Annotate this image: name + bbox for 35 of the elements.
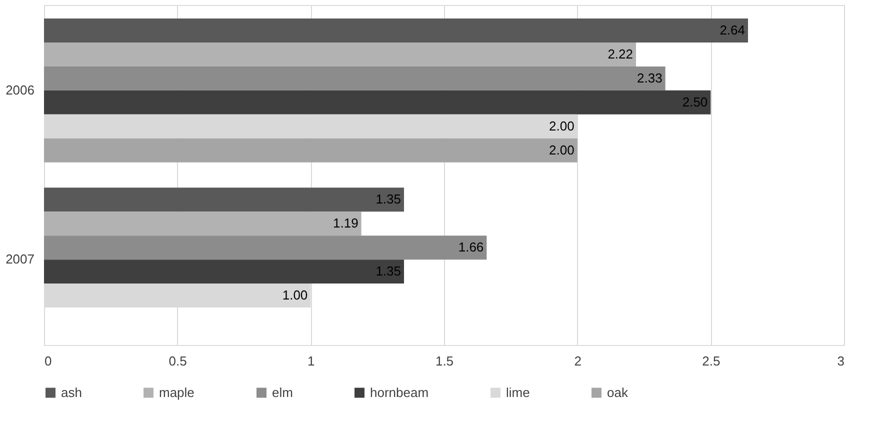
x-tick-label: 0 (44, 354, 52, 368)
data-label: 1.35 (376, 192, 401, 207)
x-tick-label: 1 (308, 354, 315, 368)
data-label: 1.35 (376, 264, 401, 279)
y-tick-label: 2006 (6, 82, 34, 98)
data-label: 2.33 (637, 70, 662, 86)
x-tick-label: 2 (574, 354, 582, 368)
legend-label: hornbeam (370, 384, 429, 400)
data-label: 2.22 (608, 46, 633, 62)
legend-label: ash (61, 384, 82, 400)
bar (44, 138, 578, 162)
bar (44, 236, 487, 260)
x-tick-label: 2.5 (702, 354, 720, 368)
data-label: 1.66 (458, 240, 484, 255)
bar (44, 42, 636, 66)
x-tick-label: 0.5 (168, 354, 187, 368)
bar (44, 90, 711, 114)
x-tick-label: 1.5 (435, 354, 454, 368)
data-label: 1.19 (333, 216, 358, 231)
legend-label: maple (159, 384, 194, 400)
bar (44, 18, 748, 42)
data-label: 1.00 (282, 288, 308, 303)
data-label: 2.64 (720, 22, 745, 38)
bar (44, 212, 362, 236)
y-tick-label: 2007 (6, 252, 34, 267)
bar (44, 66, 666, 90)
x-tick-label: 3 (837, 354, 844, 368)
legend-label: lime (506, 384, 530, 400)
legend-label: oak (607, 384, 628, 400)
legend-label: elm (272, 384, 293, 400)
bar (44, 260, 404, 284)
data-label: 2.00 (549, 142, 574, 158)
bar (44, 188, 404, 212)
data-label: 2.50 (682, 94, 708, 110)
data-label: 2.00 (549, 118, 574, 134)
